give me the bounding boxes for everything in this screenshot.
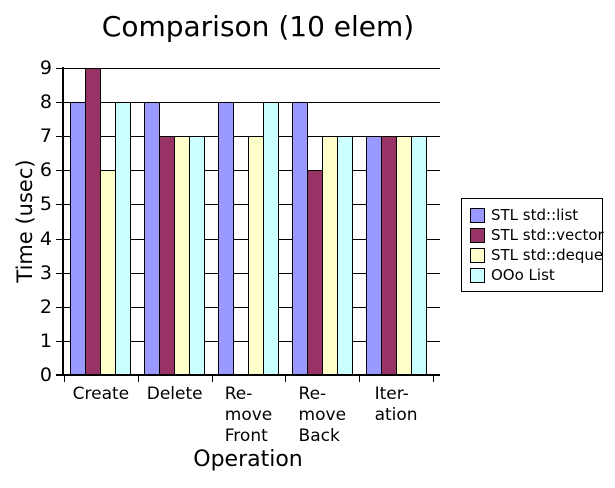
y-axis-right-tick: [433, 272, 440, 274]
y-axis-tick: [56, 306, 63, 308]
y-axis-tick: [56, 102, 63, 104]
y-tick-label: 7: [39, 125, 52, 148]
x-axis-line: [56, 374, 440, 376]
bar: [306, 170, 323, 375]
x-axis-title: Operation: [193, 447, 303, 472]
y-tick-label: 3: [39, 261, 52, 284]
bar: [410, 136, 427, 375]
y-tick-label: 0: [39, 364, 52, 386]
y-tick-label: 1: [39, 329, 52, 352]
x-axis-tick: [64, 376, 65, 382]
y-axis-tick: [56, 340, 63, 342]
y-axis-right-tick: [433, 306, 440, 308]
y-axis-right-tick: [433, 340, 440, 342]
y-axis-tick: [56, 272, 63, 274]
y-axis-line: [62, 67, 64, 376]
bar: [144, 102, 161, 375]
y-axis-tick: [56, 68, 63, 69]
legend-swatch: [470, 207, 485, 223]
x-category-label: Create: [72, 384, 130, 404]
y-axis-right-tick: [433, 204, 440, 206]
bar: [174, 136, 191, 375]
bar: [248, 136, 264, 375]
legend-swatch: [470, 267, 485, 283]
bar: [321, 136, 338, 375]
y-tick-label: 6: [39, 159, 52, 182]
x-axis-tick: [137, 376, 139, 382]
legend-label: OOo List: [491, 266, 555, 284]
legend-label: STL std::list: [491, 206, 579, 224]
y-axis-tick: [56, 170, 63, 172]
bar: [159, 136, 176, 375]
bar: [263, 102, 279, 375]
y-axis-right-tick: [433, 102, 440, 104]
bar: [380, 136, 397, 375]
chart-title: Comparison (10 elem): [101, 10, 415, 43]
x-axis-tick: [211, 376, 213, 382]
bar: [70, 102, 87, 375]
y-axis-tick: [56, 136, 63, 138]
bar: [291, 102, 308, 375]
bar: [365, 136, 382, 375]
y-axis-right-tick: [433, 238, 440, 240]
x-axis-tick: [359, 376, 361, 382]
y-axis-right-tick: [433, 68, 440, 69]
x-category-label: Iter- ation: [374, 384, 418, 425]
legend-item: OOo List: [470, 265, 594, 285]
y-axis-tick: [56, 204, 63, 206]
bar: [115, 102, 132, 375]
y-tick-label: 8: [39, 91, 52, 114]
x-category-label: Delete: [146, 384, 203, 404]
x-category-label: Re- move Front: [224, 384, 273, 446]
bar: [100, 170, 117, 375]
gridline: [64, 102, 433, 104]
bar: [85, 68, 102, 375]
gridline: [64, 68, 433, 69]
y-axis-tick: [56, 375, 63, 376]
legend-item: STL std::vector: [470, 225, 604, 245]
bar: [189, 136, 206, 375]
bar: [395, 136, 412, 375]
y-tick-label: 5: [39, 193, 52, 216]
legend-swatch: [470, 247, 485, 263]
y-axis-right-tick: [433, 170, 440, 172]
y-axis-right-tick: [433, 136, 440, 138]
bar: [218, 102, 234, 375]
x-axis-tick: [285, 376, 287, 382]
legend-item: STL std::deque: [470, 245, 603, 265]
legend-swatch: [470, 227, 485, 243]
x-axis-tick: [433, 376, 434, 382]
bar: [336, 136, 353, 375]
legend-label: STL std::deque: [491, 246, 604, 264]
y-tick-label: 2: [39, 295, 52, 318]
y-tick-label: 4: [39, 227, 52, 250]
y-axis-tick: [56, 238, 63, 240]
y-tick-label: 9: [39, 57, 52, 79]
x-category-label: Re- move Back: [298, 384, 347, 446]
legend-item: STL std::list: [470, 205, 594, 225]
legend-label: STL std::vector: [491, 226, 604, 244]
